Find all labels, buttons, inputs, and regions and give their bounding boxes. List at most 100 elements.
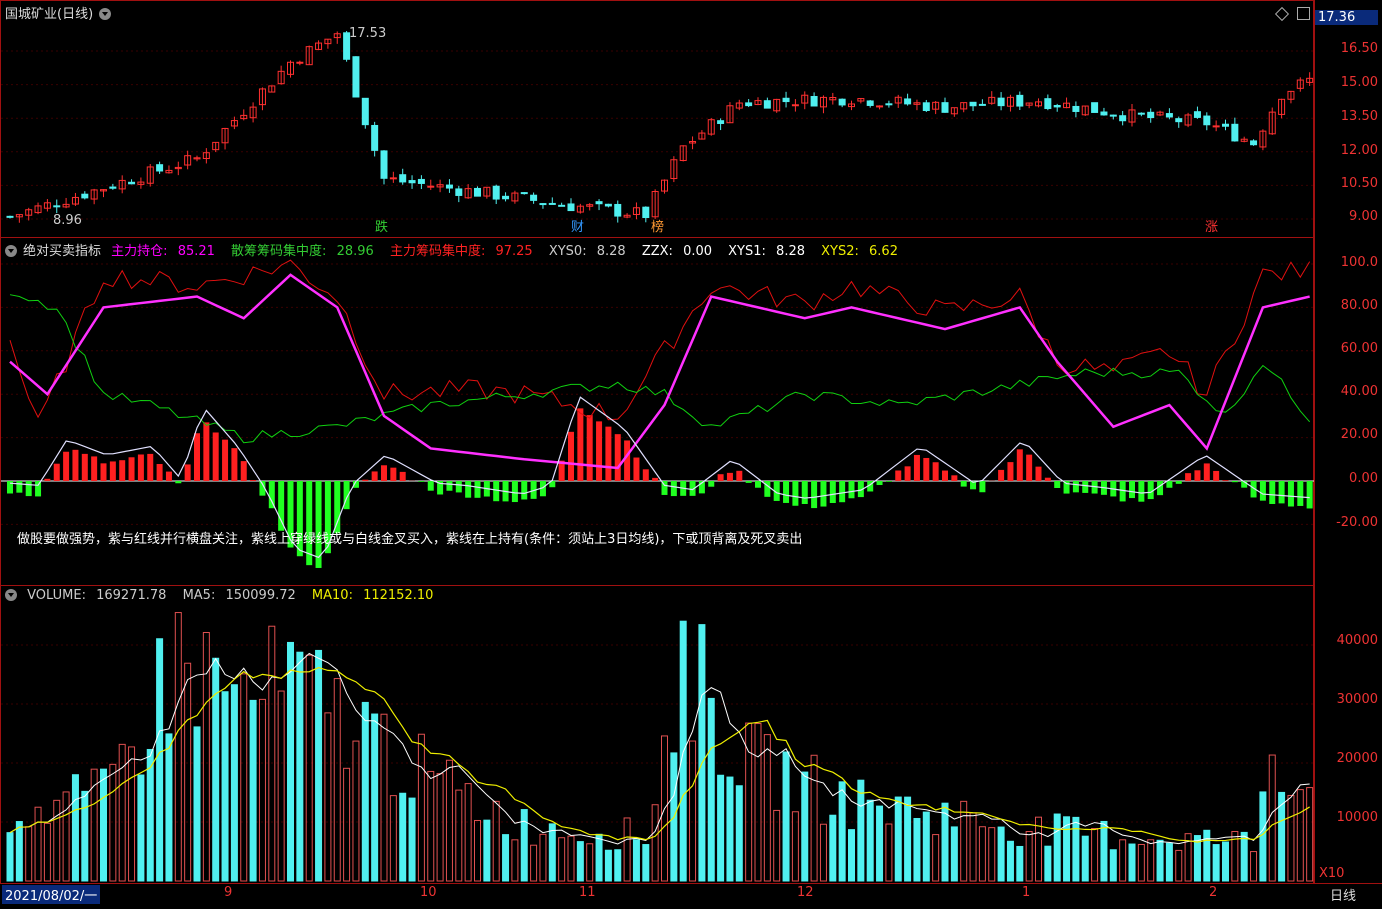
volume-bar: [240, 673, 248, 882]
indicator-bar: [1082, 481, 1089, 493]
volume-bar: [408, 797, 416, 882]
candle-body: [997, 97, 1005, 107]
indicator-bar: [642, 469, 649, 481]
start-date[interactable]: 2021/08/02/一: [2, 885, 101, 904]
volume-panel[interactable]: VOLUME: 169271.78 MA5: 150099.72 MA10: 1…: [0, 585, 1315, 885]
indicator-bar: [848, 481, 855, 499]
candle-body: [913, 102, 921, 105]
volume-bar: [661, 735, 668, 882]
volume-bar: [791, 811, 799, 882]
dropdown-icon[interactable]: [5, 245, 17, 257]
candle-body: [950, 107, 958, 115]
candle-body: [324, 38, 332, 45]
volume-bar: [1250, 851, 1258, 882]
indicator-bar: [1306, 481, 1313, 509]
dropdown-icon[interactable]: [5, 589, 17, 601]
candle-body: [1203, 115, 1211, 126]
indicator-bar: [1016, 449, 1023, 481]
candle-body: [1091, 102, 1099, 113]
stock-title: 国城矿业(日线): [5, 7, 94, 22]
candle-body: [53, 205, 61, 208]
indicator-bar: [109, 461, 116, 481]
candle-body: [595, 201, 603, 205]
indicator-bar: [1054, 481, 1061, 488]
indicator-bar: [16, 481, 23, 493]
indicator-bar: [913, 454, 920, 481]
volume-bar: [90, 768, 98, 882]
candlestick-chart[interactable]: [1, 1, 1315, 239]
volume-bar: [960, 800, 968, 882]
candle-body: [193, 157, 201, 160]
volume-bar: [1072, 816, 1080, 882]
window-icon[interactable]: [1297, 7, 1310, 20]
signal-tag-die: 跌: [375, 220, 389, 235]
indicator-bar: [885, 481, 892, 482]
indicator-bar: [633, 457, 640, 481]
candle-body: [829, 97, 837, 101]
candle-body: [1231, 123, 1239, 142]
dropdown-icon[interactable]: [99, 8, 112, 20]
candle-body: [632, 207, 640, 215]
price-tick: 9.00: [1349, 209, 1378, 224]
indicator-bar: [605, 426, 612, 481]
volume-bar: [1063, 816, 1071, 882]
period-label[interactable]: 日线: [1330, 889, 1357, 904]
indicator-bar: [1044, 477, 1051, 481]
indicator-bar: [175, 481, 182, 484]
candle-body: [408, 180, 416, 184]
candle-body: [464, 188, 472, 199]
indicator-tick: 20.00: [1340, 427, 1378, 442]
indicator-bar: [801, 481, 808, 504]
volume-bar: [876, 805, 884, 882]
volume-chart[interactable]: [1, 586, 1315, 885]
volume-bar: [1212, 844, 1220, 882]
candle-body: [726, 105, 734, 124]
indicator-panel[interactable]: 绝对买卖指标 主力持仓: 85.21 散筹筹码集中度: 28.96 主力筹码集中…: [0, 237, 1315, 587]
indicator-bar: [923, 457, 930, 481]
volume-bar: [100, 768, 107, 882]
volume-bar: [1091, 827, 1099, 882]
indicator-chart[interactable]: [1, 238, 1315, 587]
candle-body: [1100, 111, 1108, 116]
month-label: 9: [224, 885, 233, 900]
volume-bar: [305, 654, 313, 882]
candle-body: [71, 196, 79, 205]
timeline-bar[interactable]: 2021/08/02/一 9 10 11 12 1 2 日线: [0, 883, 1382, 909]
volume-bar: [1100, 820, 1108, 882]
candle-body: [15, 214, 23, 218]
volume-bar: [782, 751, 790, 882]
volume-bar: [464, 783, 472, 882]
candle-body: [717, 120, 725, 124]
indicator-bar: [904, 466, 911, 481]
volume-bar: [1156, 839, 1164, 882]
field-retail-concentration: 散筹筹码集中度: 28.96: [231, 244, 374, 259]
indicator-bar: [942, 470, 948, 481]
candle-body: [483, 186, 491, 197]
indicator-bar: [240, 461, 247, 481]
candle-body: [1147, 111, 1155, 119]
field-ma5: MA5: 150099.72: [182, 588, 296, 603]
indicator-bar: [773, 481, 780, 501]
candle-body: [661, 179, 668, 192]
indicator-bar: [465, 481, 472, 498]
volume-bar: [1306, 787, 1314, 882]
candle-body: [679, 145, 687, 162]
volume-bar: [352, 740, 360, 882]
indicator-bar: [1194, 470, 1201, 481]
candle-body: [62, 203, 70, 208]
volume-bar: [1184, 833, 1192, 882]
volume-bar: [848, 829, 855, 882]
high-label: 17.53: [349, 26, 387, 41]
candle-body: [539, 203, 547, 206]
month-label: 2: [1209, 885, 1218, 900]
indicator-bar: [418, 481, 425, 482]
volume-bar: [595, 833, 603, 882]
candle-body: [763, 100, 771, 109]
price-panel[interactable]: 国城矿业(日线) 17.53 8.96 跌 财 榜 涨: [0, 0, 1315, 239]
indicator-bar: [81, 453, 88, 481]
volume-bar: [333, 678, 341, 882]
indicator-bar: [306, 481, 313, 566]
volume-bar: [969, 812, 977, 882]
candle-body: [960, 102, 968, 110]
indicator-bar: [72, 449, 79, 481]
